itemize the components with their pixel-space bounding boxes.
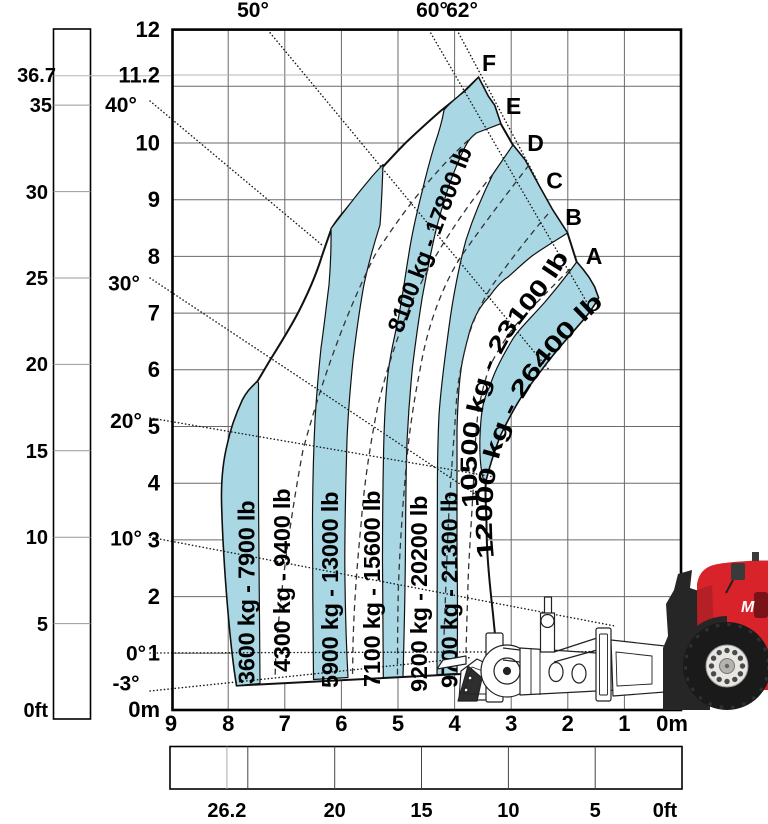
svg-text:D: D [527, 130, 544, 156]
svg-text:3: 3 [148, 528, 160, 553]
svg-text:36.7: 36.7 [17, 65, 56, 87]
svg-text:50°: 50° [237, 0, 269, 22]
svg-text:4300 kg - 9400 lb: 4300 kg - 9400 lb [269, 489, 295, 672]
svg-text:30°: 30° [108, 273, 140, 296]
svg-text:0m: 0m [128, 697, 160, 722]
svg-text:5: 5 [392, 711, 404, 736]
svg-text:0ft: 0ft [653, 800, 678, 822]
svg-text:3600 kg - 7900 lb: 3600 kg - 7900 lb [234, 501, 260, 684]
svg-text:10°: 10° [110, 528, 142, 551]
svg-text:7: 7 [148, 301, 160, 326]
svg-text:12: 12 [136, 17, 160, 42]
svg-text:15: 15 [26, 441, 48, 463]
svg-text:5900 kg - 13000 lb: 5900 kg - 13000 lb [317, 492, 343, 688]
svg-text:5: 5 [37, 614, 48, 636]
svg-text:2: 2 [562, 711, 574, 736]
svg-text:35: 35 [30, 95, 52, 117]
svg-text:6: 6 [335, 711, 347, 736]
svg-text:62°: 62° [446, 0, 478, 22]
svg-text:B: B [565, 204, 582, 230]
svg-text:15: 15 [410, 800, 432, 822]
svg-text:F: F [482, 50, 496, 76]
svg-text:C: C [546, 168, 563, 194]
svg-text:10: 10 [136, 131, 160, 156]
svg-text:20: 20 [324, 800, 346, 822]
svg-text:9700 kg - 21300 lb: 9700 kg - 21300 lb [437, 492, 463, 688]
svg-text:9: 9 [148, 187, 160, 212]
svg-text:7: 7 [279, 711, 291, 736]
svg-text:8: 8 [222, 711, 234, 736]
svg-text:0m: 0m [656, 711, 688, 736]
svg-text:5: 5 [148, 414, 160, 439]
svg-text:2: 2 [148, 584, 160, 609]
svg-text:9: 9 [165, 711, 177, 736]
svg-text:8: 8 [148, 244, 160, 269]
svg-text:11.2: 11.2 [118, 63, 160, 88]
svg-text:1: 1 [618, 711, 630, 736]
svg-text:0ft: 0ft [24, 700, 49, 722]
svg-text:M: M [741, 599, 755, 616]
svg-text:5: 5 [590, 800, 601, 822]
svg-text:-3°: -3° [112, 673, 139, 696]
svg-text:30: 30 [26, 182, 48, 204]
svg-text:60°: 60° [416, 0, 448, 22]
svg-text:4: 4 [148, 471, 161, 496]
svg-text:10: 10 [497, 800, 519, 822]
svg-text:9200 kg - 20200 lb: 9200 kg - 20200 lb [406, 496, 432, 692]
svg-text:A: A [586, 243, 603, 269]
svg-text:20: 20 [26, 354, 48, 376]
svg-text:7100 kg - 15600 lb: 7100 kg - 15600 lb [359, 491, 385, 687]
svg-text:4: 4 [448, 711, 461, 736]
svg-text:6: 6 [148, 357, 160, 382]
svg-text:10: 10 [26, 527, 48, 549]
svg-text:E: E [506, 93, 521, 119]
svg-text:20°: 20° [110, 410, 142, 433]
svg-text:40°: 40° [105, 94, 137, 117]
svg-text:0°: 0° [126, 643, 146, 666]
svg-text:26.2: 26.2 [207, 800, 246, 822]
svg-text:3: 3 [505, 711, 517, 736]
svg-text:25: 25 [26, 268, 48, 290]
